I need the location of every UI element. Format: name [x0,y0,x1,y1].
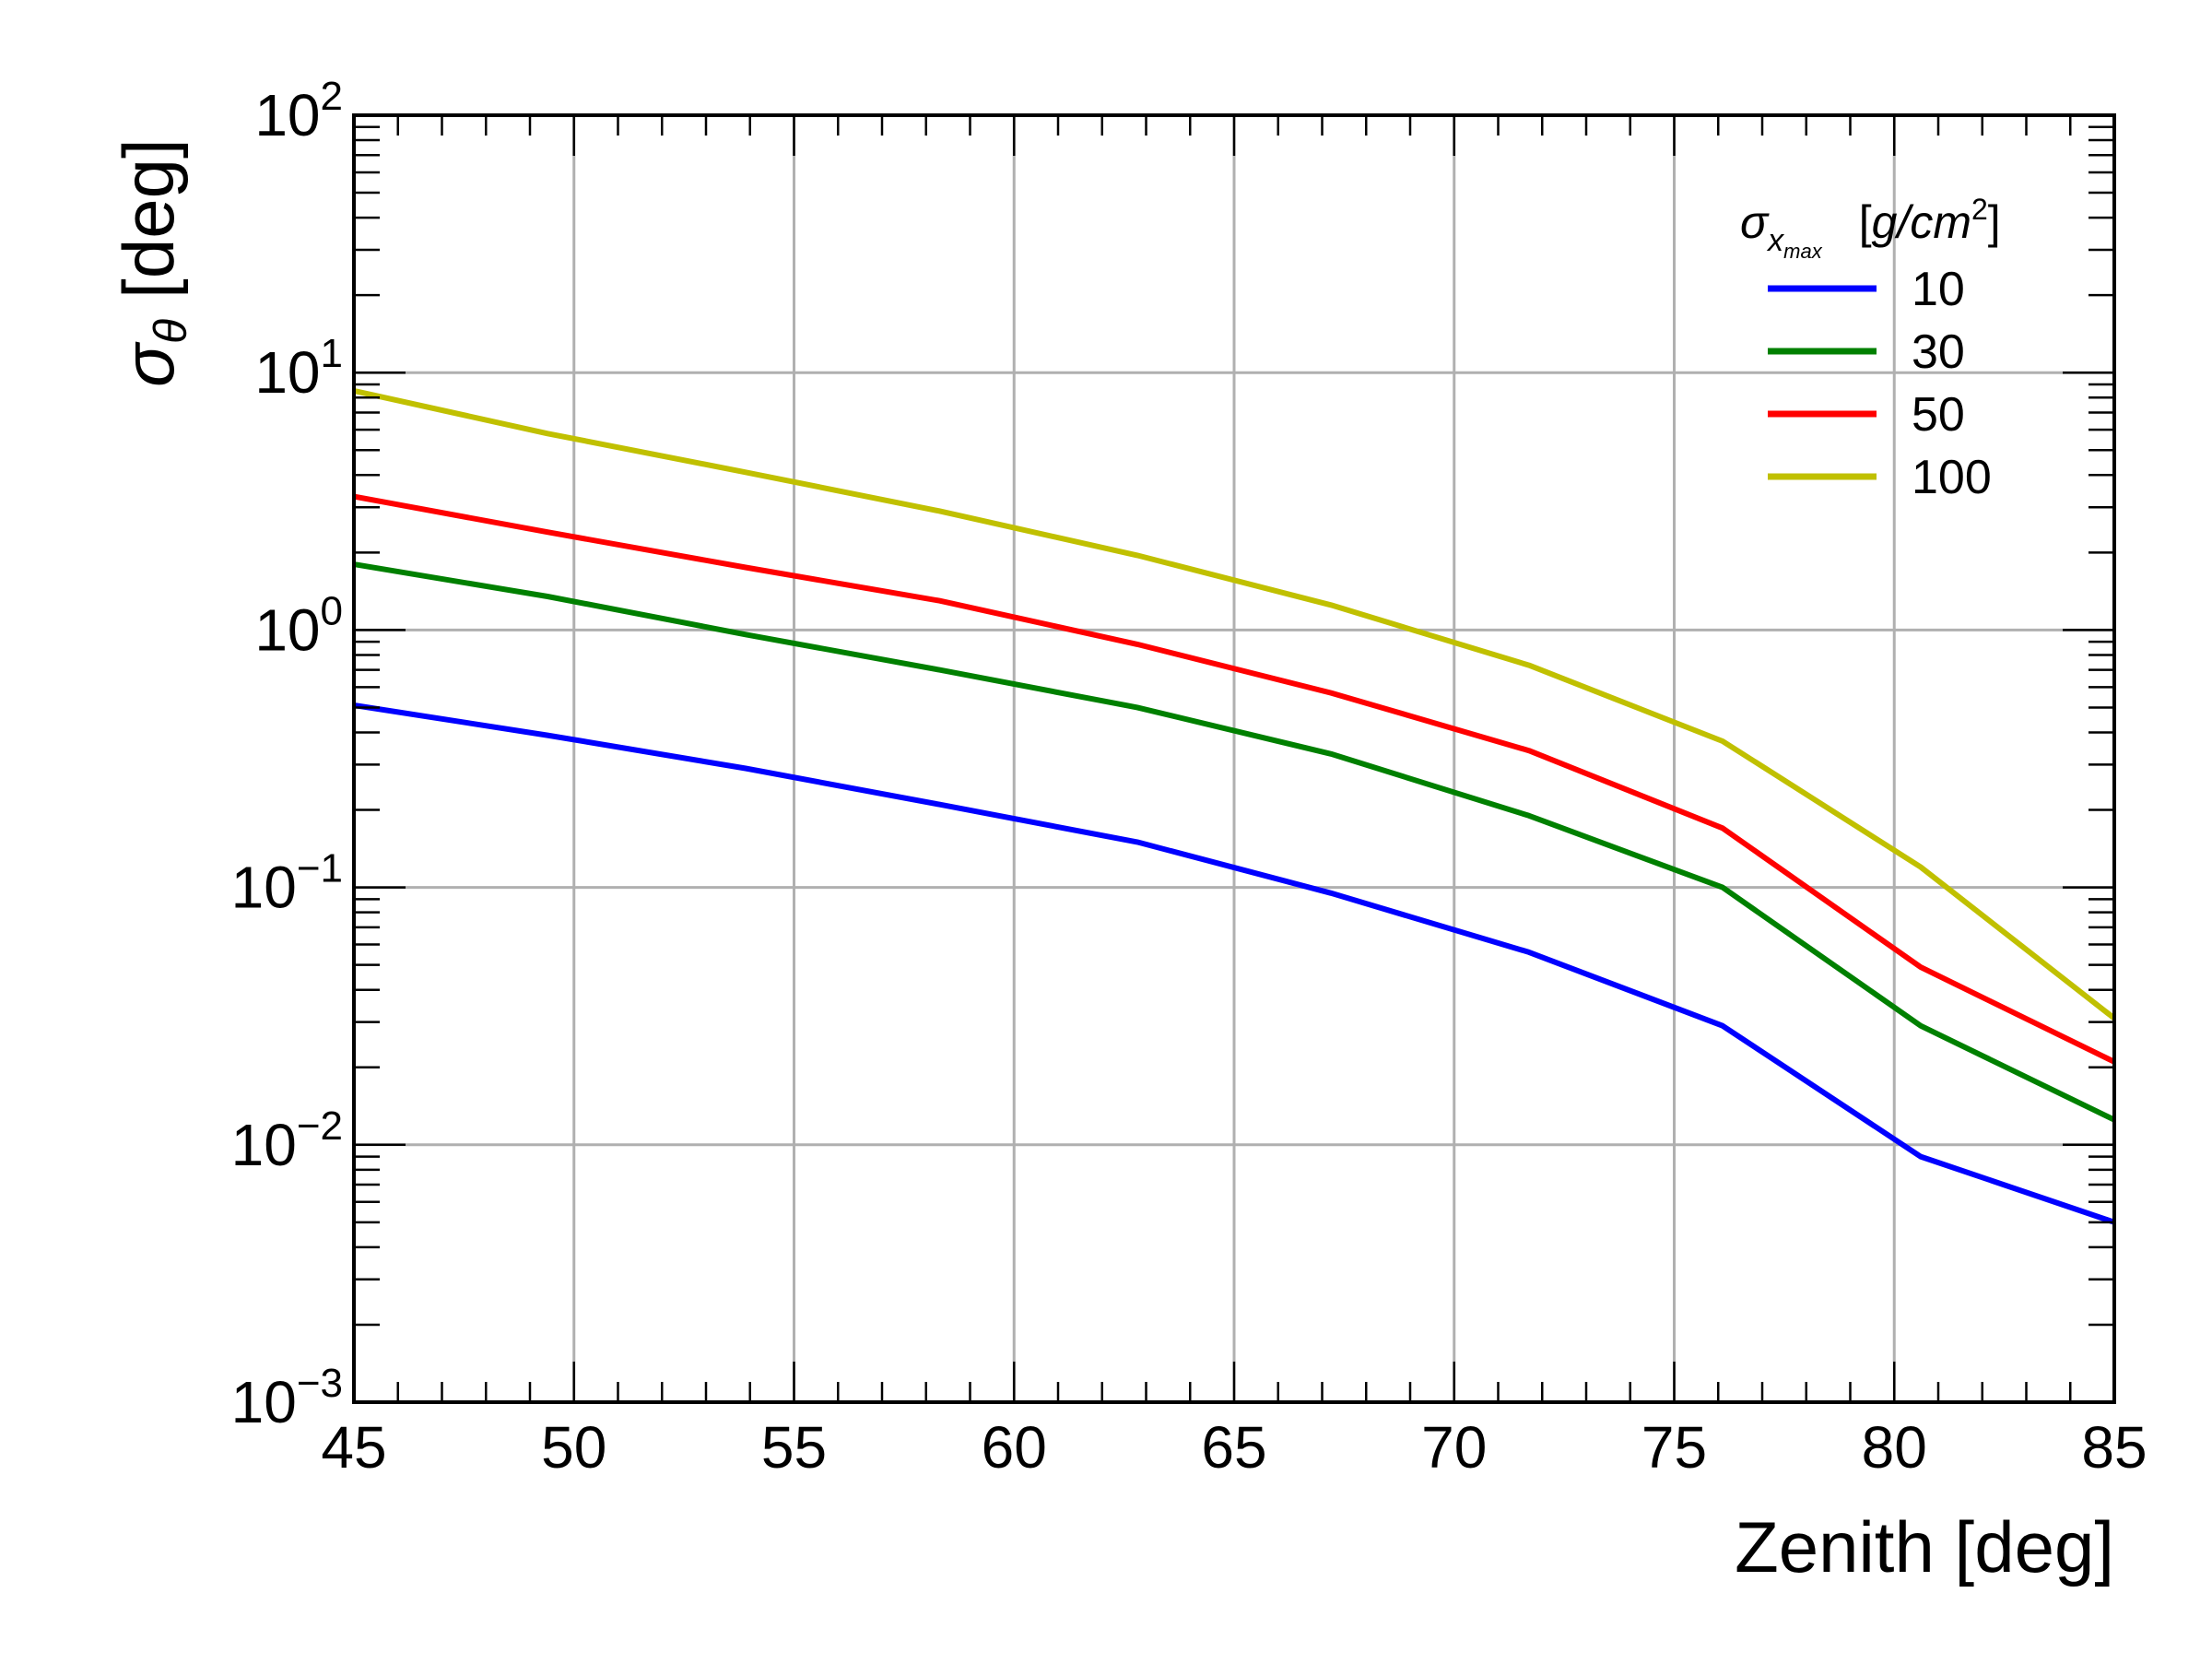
y-tick-exponent: −3 [297,1361,343,1406]
y-tick-label: 100 [254,588,343,663]
y-tick-base: 10 [254,82,320,148]
y-axis-subscript: θ [145,319,196,344]
x-tick-labels: 45 50 55 60 65 70 75 80 85 [321,1414,2147,1481]
series-line-30 [353,561,2116,1123]
y-tick-base: 10 [254,339,320,406]
legend-label-50: 50 [1912,388,1965,442]
legend-label-30: 30 [1912,325,1965,379]
series-line-100 [353,387,2116,1021]
y-tick-base: 10 [231,855,297,921]
y-tick-base: 10 [254,596,320,663]
legend-entries: 10 30 50 100 [1768,263,1992,504]
x-tick-label: 75 [1641,1414,1707,1481]
y-tick-exponent: 2 [321,74,343,119]
y-tick-label: 102 [254,74,343,148]
legend: σxmax [g/cm2] 10 30 50 100 [1740,193,2001,504]
y-tick-label: 10−2 [231,1103,343,1178]
y-tick-label: 10−3 [231,1361,343,1435]
x-tick-label: 70 [1421,1414,1487,1481]
y-tick-base: 10 [231,1369,297,1435]
y-axis-unit: [deg] [108,138,189,298]
x-tick-label: 65 [1201,1414,1266,1481]
axis-ticks [352,113,2116,1404]
x-tick-label: 80 [1862,1414,1927,1481]
series-lines [353,387,2116,1225]
legend-title-unit: g/cm [1872,196,1971,248]
x-tick-label: 60 [982,1414,1047,1481]
series-line-50 [353,493,2116,1065]
series-line-10 [353,702,2115,1225]
legend-title-unit-close: ] [1988,196,2001,248]
legend-label-100: 100 [1912,451,1992,504]
y-tick-exponent: 1 [321,331,343,376]
legend-title: σxmax [g/cm2] [1740,193,2001,263]
x-tick-label: 45 [321,1414,386,1481]
y-tick-exponent: −1 [297,846,343,891]
plot-frame [352,113,2116,1404]
legend-title-symbol: σ [1740,196,1770,248]
y-axis-symbol: σ [108,341,189,387]
x-tick-label: 50 [541,1414,606,1481]
legend-title-subscript-max: max [1783,240,1823,263]
legend-title-unit-exp: 2 [1971,193,1988,226]
legend-title-unit-open: [ [1859,196,1872,248]
y-tick-label: 101 [254,331,343,406]
legend-label-10: 10 [1912,263,1965,316]
y-tick-exponent: −2 [297,1103,343,1149]
x-tick-label: 85 [2081,1414,2147,1481]
y-tick-label: 10−1 [231,846,343,921]
y-axis-title: σθ [deg] [108,138,196,387]
x-axis-title: Zenith [deg] [1735,1506,2114,1587]
y-tick-base: 10 [231,1112,297,1178]
y-tick-exponent: 0 [321,588,343,633]
grid [354,115,2114,1402]
legend-title-subscript-x: x [1766,223,1784,258]
x-tick-label: 55 [761,1414,827,1481]
